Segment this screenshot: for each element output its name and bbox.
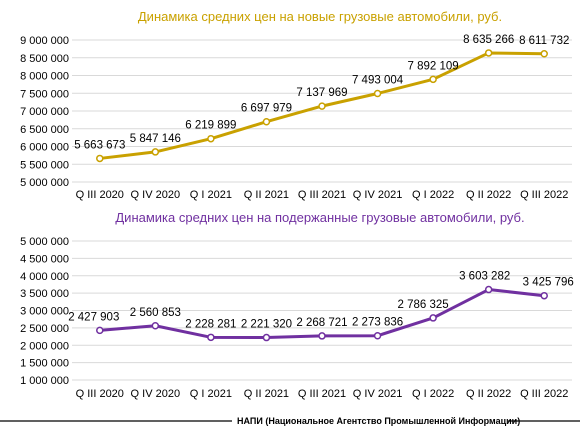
chart1-point <box>151 148 160 156</box>
chart1-point <box>207 134 215 143</box>
chart2-ytick-label: 2 000 000 <box>20 340 69 352</box>
chart1-data-label: 7 892 109 <box>408 60 459 72</box>
chart1-data-label: 6 697 979 <box>241 103 292 115</box>
chart1-ytick-label: 7 500 000 <box>20 88 69 100</box>
chart2-xtick-label: Q II 2021 <box>244 388 289 400</box>
chart1-xtick-label: Q I 2021 <box>190 189 232 201</box>
chart2-ytick-label: 3 500 000 <box>20 288 69 300</box>
chart1-xtick-label: Q IV 2020 <box>131 189 181 201</box>
chart2-xtick-label: Q I 2022 <box>412 388 454 400</box>
chart2-ytick-label: 3 000 000 <box>20 306 69 318</box>
chart1-ytick-label: 9 000 000 <box>20 35 69 47</box>
chart1-ytick-label: 7 000 000 <box>20 106 69 118</box>
chart2-data-label: 2 228 281 <box>185 318 236 330</box>
chart1-point <box>429 75 437 84</box>
chart2-point <box>151 322 160 330</box>
chart2-ytick-label: 4 000 000 <box>20 271 69 283</box>
chart2-xtick-label: Q III 2022 <box>520 388 568 400</box>
chart2-data-label: 2 786 325 <box>398 299 449 311</box>
chart2-ytick-label: 1 000 000 <box>20 375 69 387</box>
chart2-point <box>429 314 437 322</box>
chart2-data-label: 3 603 282 <box>459 271 510 283</box>
chart1-xtick-label: Q II 2022 <box>466 189 511 201</box>
chart2-data-label: 2 273 836 <box>352 317 403 329</box>
chart2-xtick-label: Q III 2021 <box>298 388 346 400</box>
chart1-point <box>318 102 326 110</box>
chart1-xtick-label: Q II 2021 <box>244 189 289 201</box>
chart2-title: Динамика средних цен на подержанные груз… <box>115 210 524 225</box>
chart2-point <box>484 285 493 294</box>
chart1-data-label: 7 493 004 <box>352 74 404 86</box>
chart2-data-label: 2 221 320 <box>241 319 292 331</box>
chart2-point <box>96 326 104 335</box>
chart2-point <box>318 332 326 340</box>
chart2-data-label: 3 425 796 <box>523 277 574 289</box>
chart2-xtick-label: Q II 2022 <box>466 388 511 400</box>
chart1-ytick-label: 6 000 000 <box>20 142 69 154</box>
chart1-point <box>262 117 271 126</box>
chart2-point <box>540 291 548 300</box>
chart1-data-label: 6 219 899 <box>185 120 236 132</box>
chart2-data-label: 2 427 903 <box>68 311 119 323</box>
chart2-data-label: 2 560 853 <box>130 307 181 319</box>
chart2-group: Динамика средних цен на подержанные груз… <box>20 210 574 400</box>
chart1-ytick-label: 8 500 000 <box>20 53 69 65</box>
chart1-data-label: 5 663 673 <box>74 139 125 151</box>
chart1-ytick-label: 6 500 000 <box>20 124 69 136</box>
chart1-point <box>373 89 382 98</box>
chart1-ytick-label: 8 000 000 <box>20 71 69 83</box>
chart1-xtick-label: Q IV 2021 <box>353 189 403 201</box>
chart2-point <box>207 333 215 342</box>
chart2-ytick-label: 5 000 000 <box>20 236 69 248</box>
chart1-data-label: 8 635 266 <box>463 34 514 46</box>
chart2-xtick-label: Q IV 2020 <box>131 388 181 400</box>
chart2-ytick-label: 1 500 000 <box>20 358 69 370</box>
chart1-title: Динамика средних цен на новые грузовые а… <box>138 9 502 24</box>
chart1-xtick-label: Q III 2021 <box>298 189 346 201</box>
chart1-point <box>96 154 104 163</box>
chart1-ytick-label: 5 000 000 <box>20 177 69 189</box>
chart2-xtick-label: Q IV 2021 <box>353 388 403 400</box>
chart2-point <box>373 331 382 340</box>
chart1-xtick-label: Q I 2022 <box>412 189 454 201</box>
chart2-point <box>262 333 271 342</box>
chart1-point <box>540 50 548 58</box>
chart1-data-label: 8 611 732 <box>519 35 569 47</box>
chart1-data-label: 5 847 146 <box>130 133 181 145</box>
chart2-xtick-label: Q III 2020 <box>76 388 124 400</box>
chart2-xtick-label: Q I 2021 <box>190 388 232 400</box>
chart1-group: Динамика средних цен на новые грузовые а… <box>20 9 572 201</box>
chart2-ytick-label: 2 500 000 <box>20 323 69 335</box>
chart2-data-label: 2 268 721 <box>296 317 347 329</box>
source-note: НАПИ (Национальное Агентство Промышленно… <box>237 416 520 426</box>
chart1-data-label: 7 137 969 <box>296 87 347 99</box>
chart1-xtick-label: Q III 2020 <box>76 189 124 201</box>
chart1-ytick-label: 5 500 000 <box>20 159 69 171</box>
chart2-ytick-label: 4 500 000 <box>20 253 69 265</box>
chart1-xtick-label: Q III 2022 <box>520 189 568 201</box>
chart1-point <box>484 49 493 57</box>
